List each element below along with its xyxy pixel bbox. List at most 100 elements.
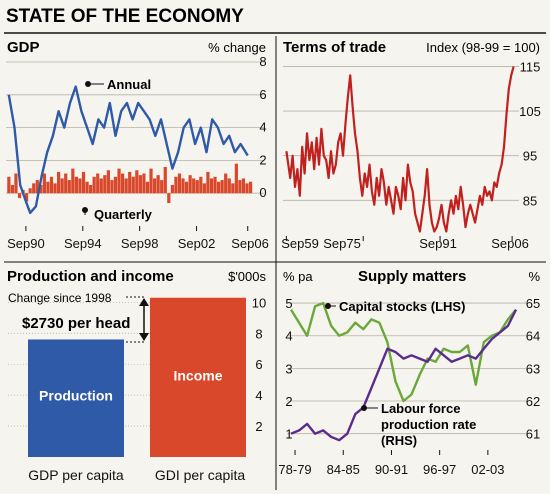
gdp-quarterly-bar — [67, 180, 71, 194]
gdp-quarterly-bar — [138, 175, 142, 194]
sm-x-tick-label: 02-03 — [471, 462, 504, 477]
gdp-quarterly-bar — [10, 185, 14, 194]
gdp-y-tick-label: 8 — [259, 54, 266, 69]
pi-y-tick-label: 4 — [255, 388, 262, 403]
production-bar — [28, 339, 124, 457]
gdp-quarterly-bar — [92, 176, 96, 194]
pi-unit-label: $'000s — [228, 269, 266, 284]
sm-x-tick-label: 78-79 — [278, 462, 311, 477]
supply-matters-panel: % pa Supply matters % 5 4 3 2 1 65 64 63 62 61 7… — [278, 268, 540, 477]
gdp-quarterly-bar — [131, 176, 135, 194]
tot-title: Terms of trade — [283, 39, 386, 56]
gdp-quarterly-bar — [7, 176, 11, 194]
gdp-quarterly-bar — [170, 185, 174, 194]
gdp-quarterly-bar — [25, 193, 29, 202]
labour-label-line2: production rate — [381, 417, 476, 432]
sm-right-tick-label: 61 — [526, 427, 540, 442]
gdp-quarterly-bar — [78, 178, 82, 194]
gdp-quarterly-bar — [49, 176, 54, 194]
gdp-quarterly-bar — [220, 180, 224, 194]
gdp-x-tick-label: Sep98 — [121, 236, 159, 251]
gdp-quarterly-bar — [135, 170, 139, 194]
gdp-quarterly-bar — [167, 193, 171, 204]
sm-right-unit-label: % — [528, 269, 540, 284]
gdp-quarterly-bar — [32, 183, 36, 194]
gdp-quarterly-bar — [227, 178, 231, 194]
gdp-x-tick-label: Sep90 — [7, 236, 45, 251]
tot-y-tick-label: 115 — [520, 59, 541, 74]
tot-x-tick-label: Sep75 — [323, 236, 361, 251]
production-income-panel: Production and income $'000s Change sinc… — [7, 268, 266, 483]
tot-unit-label: Index (98-99 = 100) — [426, 40, 540, 55]
pi-category-label: GDP per capita — [28, 467, 124, 483]
tot-x-tick-label: Sep59 — [281, 236, 319, 251]
labour-label-line3: (RHS) — [381, 433, 417, 448]
gdp-quarterly-bar — [234, 163, 238, 194]
pi-y-tick-label: 10 — [252, 295, 266, 310]
tot-y-tick-labels: 115 105 95 85 — [519, 59, 541, 208]
page-title: STATE OF THE ECONOMY — [6, 6, 244, 27]
gdp-quarterly-bar — [60, 178, 64, 194]
gdp-quarterly-bar — [181, 178, 185, 194]
gdp-quarterly-bar — [202, 183, 206, 194]
tot-y-tick-label: 105 — [519, 104, 541, 119]
pi-annotation: $2730 per head — [22, 315, 130, 332]
gdp-quarterly-bar — [156, 175, 160, 194]
sm-left-tick-label: 2 — [285, 394, 292, 409]
sm-title: Supply matters — [358, 268, 466, 285]
tot-x-tick-labels: Sep59 Sep75 Sep91 Sep06 — [281, 236, 529, 251]
gdp-quarterly-bar — [142, 173, 146, 194]
sm-left-unit-label: % pa — [283, 269, 313, 284]
gdp-quarterly-bar — [46, 181, 50, 194]
gdp-quarterly-bar — [124, 178, 128, 194]
pi-y-tick-label: 6 — [255, 357, 262, 372]
pi-bars: Production Income — [28, 297, 246, 457]
gdp-quarterly-bar — [35, 180, 39, 194]
gdp-quarterly-bar — [184, 181, 189, 194]
gdp-quarterly-bar — [28, 188, 32, 194]
gdp-quarterly-bar — [248, 181, 253, 194]
gdp-quarterly-bar — [174, 176, 178, 194]
tot-y-tick-label: 85 — [523, 193, 537, 208]
pi-y-tick-labels: 10 8 6 4 2 — [252, 295, 266, 434]
sm-left-tick-label: 5 — [285, 296, 292, 311]
tot-line — [285, 66, 515, 233]
labour-force-series — [290, 309, 518, 442]
sm-x-tick-label: 90-91 — [375, 462, 408, 477]
gdp-quarterly-bar — [110, 180, 114, 194]
gdp-quarterly-bar — [224, 173, 228, 194]
gdp-quarterly-bar — [103, 175, 107, 194]
gdp-y-tick-labels: 8 6 4 2 0 — [259, 54, 266, 200]
gdp-quarterly-bar — [192, 178, 196, 194]
gdp-quarterly-bar — [57, 171, 61, 194]
gdp-quarterly-bar — [206, 171, 210, 194]
gdp-quarterly-bar — [213, 176, 217, 194]
gdp-quarterly-bar — [117, 168, 121, 194]
gdp-quarterly-bar — [81, 171, 86, 194]
gdp-quarterly-bar — [149, 168, 153, 194]
gdp-x-tick-labels: Sep90 Sep94 Sep98 Sep02 Sep06 — [7, 226, 269, 251]
gdp-y-tick-label: 0 — [259, 185, 266, 200]
gdp-quarterly-bar — [85, 181, 89, 194]
gdp-quarterly-bar — [71, 168, 75, 194]
gdp-quarterly-bar — [209, 178, 214, 194]
gdp-y-tick-label: 2 — [259, 152, 266, 167]
sm-x-tick-label: 84-85 — [327, 462, 360, 477]
gdp-quarterly-bar — [99, 178, 103, 194]
gdp-title: GDP — [7, 39, 40, 56]
gdp-quarterly-bar — [152, 178, 157, 194]
sm-right-tick-label: 65 — [526, 296, 540, 311]
pi-title: Production and income — [7, 268, 174, 285]
gdp-quarterly-bar — [216, 181, 221, 194]
gdp-x-tick-label: Sep06 — [231, 236, 269, 251]
gdp-quarterly-bar — [96, 173, 100, 194]
gdp-quarterly-bars — [7, 163, 253, 204]
gdp-quarterly-bar — [128, 171, 132, 194]
income-bar — [150, 297, 246, 457]
gdp-quarterly-bar — [14, 173, 18, 194]
gdp-quarterly-bar — [39, 185, 43, 194]
gdp-quarterly-bar — [188, 175, 192, 194]
pi-category-labels: GDP per capita GDI per capita — [28, 467, 245, 483]
